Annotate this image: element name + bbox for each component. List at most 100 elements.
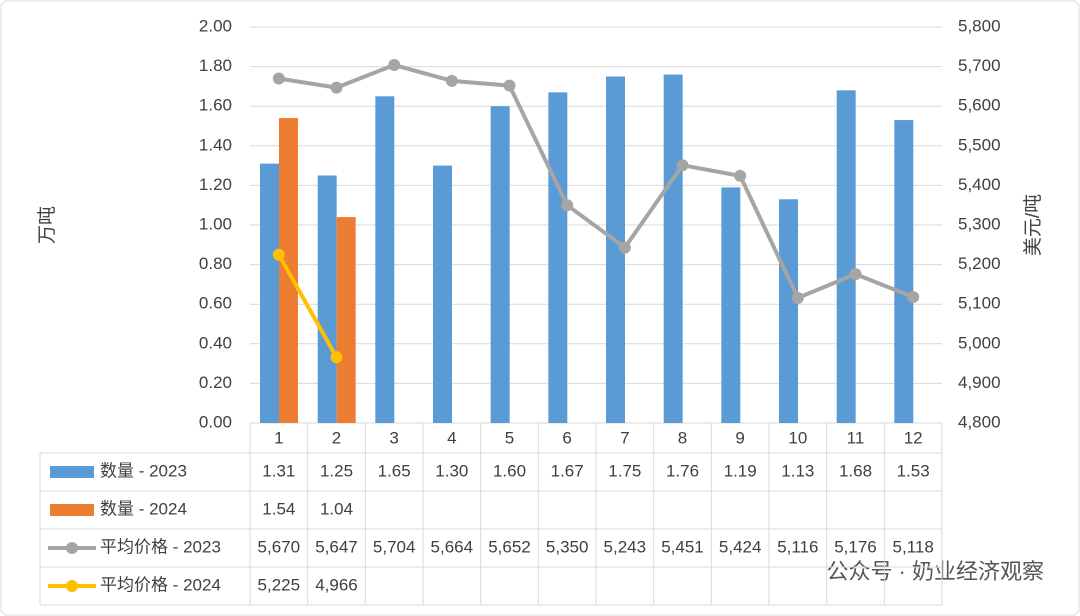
- y2-tick-label: 5,300: [958, 214, 1001, 233]
- y-tick-label: 0.00: [199, 412, 232, 431]
- bar: [721, 187, 741, 423]
- y-tick-label: 1.60: [199, 96, 232, 115]
- y-tick-label: 0.80: [199, 254, 232, 273]
- table-value: 1.54: [262, 499, 295, 518]
- y-tick-label: 2.00: [199, 16, 232, 35]
- x-tick-label: 2: [332, 428, 341, 447]
- x-tick-label: 12: [904, 428, 923, 447]
- table-value: 5,652: [488, 537, 531, 556]
- y2-tick-label: 4,800: [958, 412, 1001, 431]
- bar: [336, 217, 356, 423]
- x-tick-label: 7: [620, 428, 629, 447]
- legend-swatch: [50, 504, 94, 516]
- x-tick-label: 9: [735, 428, 744, 447]
- y-tick-label: 1.00: [199, 214, 232, 233]
- legend-label: 数量 - 2023: [100, 461, 187, 480]
- y2-tick-label: 5,200: [958, 254, 1001, 273]
- table-value: 1.67: [551, 461, 584, 480]
- table-value: 1.65: [378, 461, 411, 480]
- bar: [606, 76, 625, 423]
- table-value: 1.19: [724, 461, 757, 480]
- line: [278, 63, 914, 300]
- table-value: 1.25: [320, 461, 353, 480]
- x-tick-label: 4: [447, 428, 456, 447]
- x-tick-label: 1: [274, 428, 283, 447]
- marker: [849, 268, 862, 281]
- y-tick-label: 1.20: [199, 175, 232, 194]
- y2-tick-label: 5,500: [958, 135, 1001, 154]
- y2-tick-label: 5,700: [958, 56, 1001, 75]
- y2-tick-label: 5,100: [958, 294, 1001, 313]
- legend-swatch: [66, 580, 78, 592]
- marker: [272, 248, 285, 261]
- y2-tick-label: 5,800: [958, 16, 1001, 35]
- x-tick-label: 11: [847, 428, 865, 447]
- table-value: 5,451: [661, 537, 704, 556]
- y-axis-label: 万吨: [36, 206, 58, 244]
- legend-swatch: [66, 542, 78, 554]
- marker: [561, 199, 574, 212]
- watermark: 公众号 · 奶业经济观察: [826, 559, 1044, 584]
- x-tick-label: 6: [562, 428, 571, 447]
- y-tick-label: 0.40: [199, 333, 232, 352]
- table-value: 1.53: [897, 461, 930, 480]
- x-tick-label: 3: [389, 428, 398, 447]
- table-value: 1.68: [839, 461, 872, 480]
- bar: [836, 90, 856, 424]
- marker: [907, 291, 920, 304]
- marker: [734, 169, 747, 182]
- table-value: 5,350: [546, 537, 589, 556]
- table-value: 1.13: [781, 461, 814, 480]
- bar: [779, 199, 798, 423]
- bar: [317, 175, 337, 423]
- marker: [503, 79, 516, 92]
- marker: [676, 159, 689, 172]
- y2-tick-label: 5,600: [958, 96, 1001, 115]
- y2-axis-label: 美元/吨: [1022, 194, 1044, 256]
- table-value: 1.76: [666, 461, 699, 480]
- y-tick-label: 0.20: [199, 373, 232, 392]
- table-value: 5,424: [719, 537, 762, 556]
- legend-label: 数量 - 2024: [100, 499, 187, 518]
- bar: [663, 74, 683, 424]
- marker: [445, 74, 458, 87]
- marker: [388, 59, 401, 72]
- table-value: 5,118: [893, 537, 934, 556]
- x-tick-label: 5: [505, 428, 514, 447]
- table-value: 5,704: [373, 537, 416, 556]
- legend-label: 平均价格 - 2024: [100, 575, 221, 594]
- table-value: 5,225: [258, 575, 301, 594]
- marker: [330, 81, 343, 94]
- table-value: 1.30: [435, 461, 468, 480]
- table-value: 5,176: [834, 537, 877, 556]
- table-value: 1.04: [320, 499, 353, 518]
- table-value: 5,116: [777, 537, 818, 556]
- y2-tick-label: 5,000: [958, 333, 1001, 352]
- line: [277, 253, 339, 359]
- table-value: 1.75: [608, 461, 641, 480]
- y-tick-label: 0.60: [199, 294, 232, 313]
- bar: [894, 120, 914, 423]
- marker: [272, 72, 285, 85]
- legend-label: 平均价格 - 2023: [100, 537, 221, 556]
- marker: [618, 241, 631, 254]
- legend-swatch: [50, 466, 94, 478]
- bar: [548, 92, 568, 423]
- marker: [330, 351, 343, 364]
- table-value: 1.31: [262, 461, 295, 480]
- table-value: 5,670: [258, 537, 301, 556]
- table-value: 4,966: [315, 575, 358, 594]
- y2-tick-label: 5,400: [958, 175, 1001, 194]
- table-value: 5,664: [431, 537, 474, 556]
- bar: [375, 96, 395, 424]
- bar: [433, 165, 452, 423]
- y-tick-label: 1.40: [199, 135, 232, 154]
- table-value: 5,647: [315, 537, 358, 556]
- table-value: 1.60: [493, 461, 526, 480]
- bar: [490, 106, 510, 423]
- marker: [791, 291, 804, 304]
- x-tick-label: 10: [788, 428, 807, 447]
- y2-tick-label: 4,900: [958, 373, 1001, 392]
